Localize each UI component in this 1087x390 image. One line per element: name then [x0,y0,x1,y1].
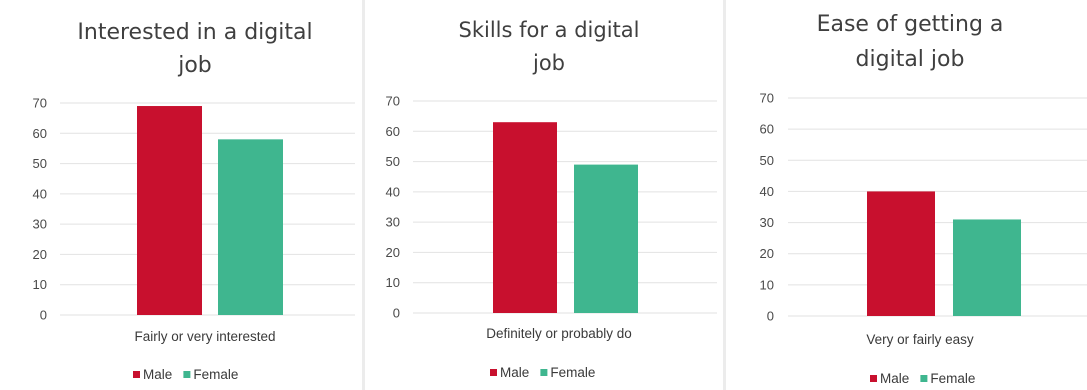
legend-label: Female [550,365,595,380]
legend-label: Male [500,365,529,380]
bar-female [953,219,1021,316]
x-category-label: Definitely or probably do [486,326,632,341]
bar-male [137,106,202,316]
y-tick-label: 20 [386,245,400,260]
legend-swatch [870,375,877,382]
bar-female [574,164,638,313]
y-tick-label: 30 [33,217,47,232]
y-tick-label: 30 [386,215,400,230]
y-tick-label: 50 [760,153,774,168]
y-tick-label: 10 [386,275,400,290]
y-tick-label: 0 [767,309,774,324]
chart-title: digital job [856,47,965,72]
chart-title: Interested in a digital [77,20,312,45]
legend-label: Female [930,371,975,386]
y-tick-label: 40 [386,184,400,199]
chart-panel-interested: Interested in a digital job 0 10 20 30 40 50 60 7… [0,0,362,390]
legend-label: Male [880,371,909,386]
x-category-label: Very or fairly easy [866,332,974,347]
y-tick-label: 70 [33,96,47,111]
bar-male [493,122,557,313]
y-tick-label: 50 [33,156,47,171]
y-tick-label: 60 [33,126,47,141]
legend-label: Female [193,367,238,382]
bar-male [867,191,935,316]
bar-female [218,139,283,315]
chart-title: job [532,51,565,75]
legend-swatch [920,375,928,382]
panel-divider [723,0,726,390]
chart-title: Ease of getting a [817,12,1004,37]
y-tick-label: 70 [760,91,774,106]
y-tick-label: 10 [760,277,774,292]
bar-chart: Ease of getting a digital job 0 10 20 30 40 50 6… [760,12,1087,386]
x-category-label: Fairly or very interested [134,329,275,344]
legend-swatch [540,369,548,376]
bar-chart: Interested in a digital job 0 10 20 30 40 50 60 7… [33,20,355,382]
y-tick-label: 0 [393,306,400,321]
legend-swatch [183,371,191,378]
y-tick-label: 20 [33,247,47,262]
y-tick-label: 40 [760,184,774,199]
y-tick-label: 70 [386,94,400,109]
chart-title: Skills for a digital [459,18,640,42]
y-tick-label: 60 [760,122,774,137]
y-tick-label: 50 [386,154,400,169]
panel-divider [362,0,365,390]
y-tick-label: 60 [386,124,400,139]
y-tick-label: 20 [760,246,774,261]
chart-panel-ease: Ease of getting a digital job 0 10 20 30 40 50 6… [726,0,1087,390]
legend-swatch [133,371,140,378]
legend-swatch [490,369,497,376]
bar-chart: Skills for a digital job 0 10 20 30 40 50 60 70 De… [386,18,717,380]
legend-label: Male [143,367,172,382]
y-tick-label: 10 [33,277,47,292]
y-tick-label: 40 [33,186,47,201]
chart-panel-skills: Skills for a digital job 0 10 20 30 40 50 60 70 De… [365,0,723,390]
chart-title: job [177,53,212,78]
y-tick-label: 0 [40,308,47,323]
y-tick-label: 30 [760,215,774,230]
